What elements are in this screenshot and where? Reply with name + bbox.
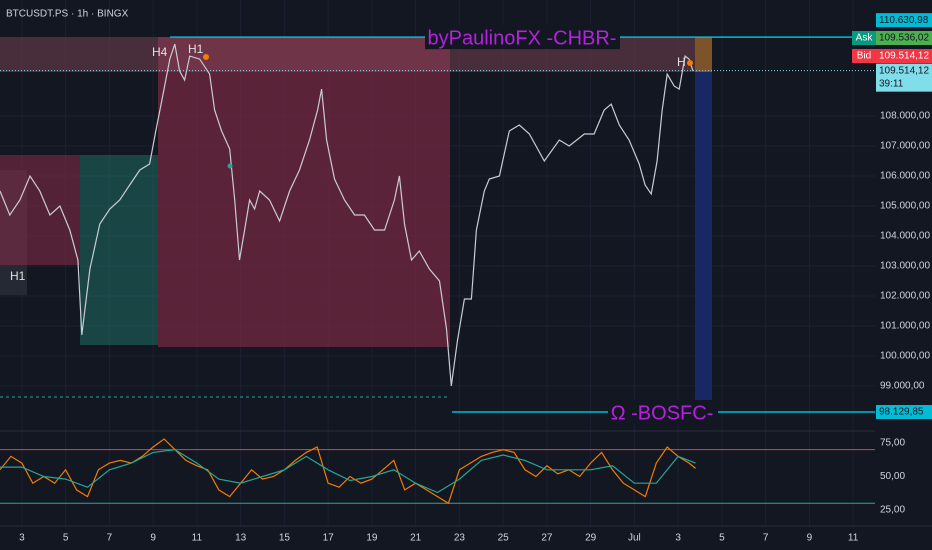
bid-tag-bg bbox=[852, 49, 876, 63]
label-h1: H1 bbox=[188, 42, 204, 56]
level-badge bbox=[876, 13, 932, 28]
series-line bbox=[0, 449, 696, 494]
label-h1: H1 bbox=[10, 269, 26, 283]
x-tick-label: 27 bbox=[541, 533, 553, 544]
text-bg bbox=[425, 25, 620, 50]
zone bbox=[695, 72, 712, 410]
y-tick-label: 100.000,00 bbox=[880, 351, 930, 362]
x-tick-label: 29 bbox=[585, 533, 597, 544]
marker bbox=[203, 54, 209, 60]
x-tick-label: 11 bbox=[192, 533, 203, 544]
zone bbox=[695, 37, 712, 72]
level-annotation: Ω -BOSFC- bbox=[611, 402, 714, 424]
y-tick-label: 75,00 bbox=[880, 438, 905, 449]
zone bbox=[80, 155, 158, 345]
y-tick-label: 103.000,00 bbox=[880, 261, 930, 272]
x-tick-label: 5 bbox=[63, 533, 69, 544]
y-tick-label: 104.000,00 bbox=[880, 231, 930, 242]
bid: 109.514,12 bbox=[879, 51, 929, 62]
x-tick-label: 11 bbox=[848, 533, 859, 544]
price-axis bbox=[875, 0, 932, 550]
y-tick-label: 105.000,00 bbox=[880, 201, 930, 212]
ask-tag: Ask bbox=[856, 33, 874, 44]
bid-tag: Bid bbox=[857, 51, 871, 62]
y-tick-label: 102.000,00 bbox=[880, 291, 930, 302]
symbol: BTCUSDT.PS · 1h · BINGX bbox=[6, 9, 129, 20]
x-tick-label: 19 bbox=[366, 533, 378, 544]
x-tick-label: 5 bbox=[719, 533, 725, 544]
series-line bbox=[0, 43, 694, 386]
x-tick-label: Jul bbox=[628, 533, 641, 544]
zones bbox=[0, 37, 712, 410]
plot: byPaulinoFX -CHBR- Ω -BOSFC- bbox=[0, 25, 875, 505]
x-tick-label: 17 bbox=[323, 533, 335, 544]
x-tick-label: 3 bbox=[675, 533, 681, 544]
x-tick-label: 9 bbox=[807, 533, 813, 544]
label-h4: H4 bbox=[152, 45, 168, 59]
ask-tag-bg bbox=[852, 31, 876, 45]
level-badge bbox=[876, 405, 932, 420]
x-tick-label: 21 bbox=[410, 533, 422, 544]
x-tick-label: 7 bbox=[107, 533, 113, 544]
text-bg bbox=[608, 400, 718, 425]
x-tick-label: 15 bbox=[279, 533, 291, 544]
y-tick-label: 107.000,00 bbox=[880, 141, 930, 152]
x-tick-label: 7 bbox=[763, 533, 769, 544]
level-label: 110.630,98 bbox=[879, 15, 929, 26]
y-tick-label: 101.000,00 bbox=[880, 321, 930, 332]
countdown: 39:11 bbox=[879, 78, 904, 89]
series-line bbox=[0, 438, 696, 505]
marker bbox=[687, 60, 693, 66]
y-tick-label: 106.000,00 bbox=[880, 171, 930, 182]
marker bbox=[227, 163, 233, 169]
badges: Ask 109.536,02 Bid 109.514,12 110.630,98… bbox=[852, 13, 932, 420]
x-tick-label: 23 bbox=[454, 533, 466, 544]
x-tick-label: 9 bbox=[150, 533, 156, 544]
y-tick-label: 108.000,00 bbox=[880, 111, 930, 122]
ask: 109.536,02 bbox=[879, 33, 929, 44]
y-tick-label: 50,00 bbox=[880, 471, 905, 482]
x-tick-label: 3 bbox=[19, 533, 25, 544]
level-label: 98.129,85 bbox=[879, 407, 924, 418]
y-tick-label: 25,00 bbox=[880, 505, 905, 516]
ask-bg bbox=[876, 31, 932, 45]
y-tick-label: 99.000,00 bbox=[880, 381, 925, 392]
last-price-badge bbox=[876, 63, 932, 92]
x-tick-label: 25 bbox=[498, 533, 510, 544]
bid-bg bbox=[876, 49, 932, 63]
zone bbox=[158, 37, 450, 347]
x-tick-label: 13 bbox=[235, 533, 247, 544]
label-h: H bbox=[677, 55, 686, 69]
last-price-label: 109.514,12 bbox=[879, 65, 929, 76]
zone bbox=[0, 155, 80, 265]
level-annotation: byPaulinoFX -CHBR- bbox=[428, 27, 617, 49]
